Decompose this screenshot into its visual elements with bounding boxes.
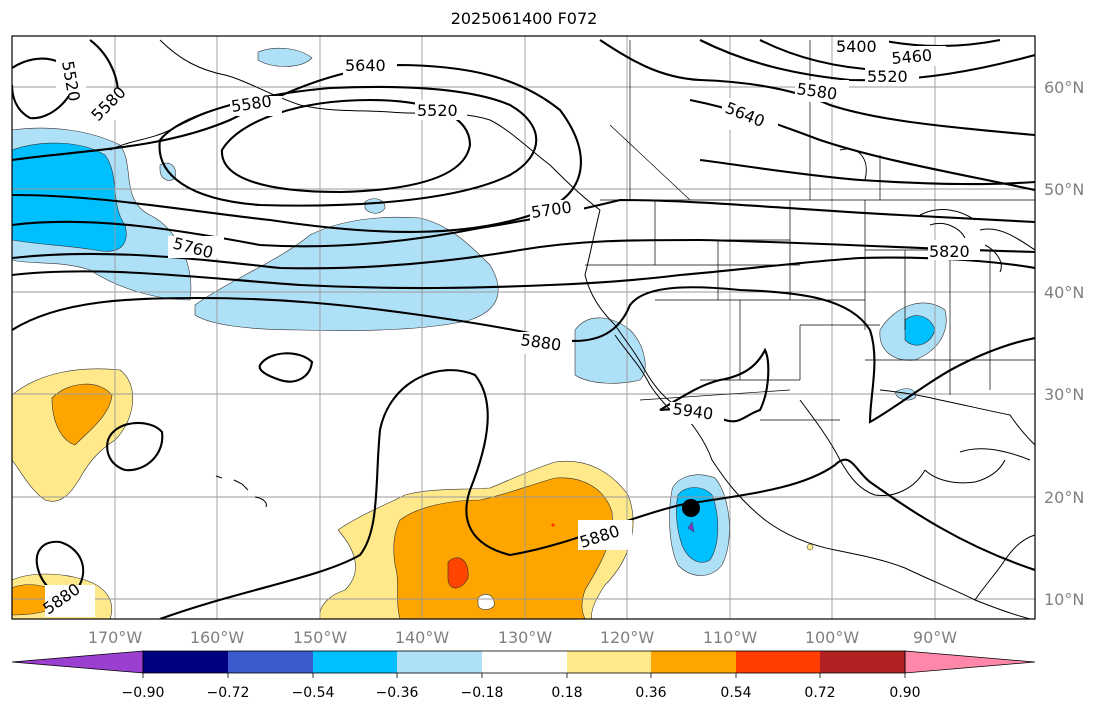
lat-label: 50°N [1044, 180, 1084, 199]
colorbar-tick-label: 0.18 [551, 685, 582, 701]
lon-label: 110°W [703, 628, 758, 647]
state-borders [585, 40, 1035, 421]
colorbar-tick-label: −0.54 [292, 685, 335, 701]
latitude-labels: 60°N 50°N 40°N 30°N 20°N 10°N [1044, 78, 1084, 609]
colorbar-segment [228, 651, 313, 673]
map-title: 2025061400 F072 [450, 9, 598, 28]
lon-label: 130°W [498, 628, 553, 647]
colorbar-tick-label: 0.36 [635, 685, 666, 701]
colorbar-tick-label: 0.90 [889, 685, 920, 701]
colorbar-tick-label: −0.72 [207, 685, 250, 701]
lat-label: 40°N [1044, 283, 1084, 302]
lat-label: 30°N [1044, 385, 1084, 404]
contour-label: 5460 [891, 46, 933, 68]
lat-label: 60°N [1044, 78, 1084, 97]
lon-label: 160°W [190, 628, 245, 647]
map-frame [11, 35, 1036, 620]
colorbar-tick-label: −0.90 [122, 685, 165, 701]
colorbar-segment [397, 651, 482, 673]
contour-label: 5820 [929, 242, 970, 261]
colorbar-tick-label: −0.36 [376, 685, 419, 701]
contour-label: 5400 [836, 37, 877, 56]
colorbar: −0.90 −0.72 −0.54 −0.36 −0.18 0.18 0.36 … [11, 650, 1036, 701]
lon-label: 150°W [293, 628, 348, 647]
lat-label: 20°N [1044, 488, 1084, 507]
colorbar-segment [736, 651, 820, 673]
colorbar-segment [820, 651, 905, 673]
contour-label: 5640 [345, 56, 386, 75]
colorbar-tick-label: 0.54 [720, 685, 751, 701]
graticule [12, 36, 1035, 619]
colorbar-segment [904, 650, 1036, 674]
colorbar-segment [482, 651, 567, 673]
negative-anomaly-region-baja [574, 317, 646, 384]
lon-label: 140°W [395, 628, 450, 647]
contour-label: 5520 [417, 101, 458, 120]
colorbar-segment [11, 650, 144, 674]
height-contours [12, 38, 1035, 619]
contour-labels: 5520 5580 5640 5580 5520 5700 5760 5880 … [39, 36, 980, 618]
lat-label: 10°N [1044, 590, 1084, 609]
colorbar-segment [651, 651, 736, 673]
colorbar-segment [143, 651, 228, 673]
colorbar-segment [567, 651, 651, 673]
lon-label: 120°W [600, 628, 655, 647]
longitude-labels: 170°W 160°W 150°W 140°W 130°W 120°W 110°… [88, 628, 957, 647]
colorbar-segment [313, 651, 397, 673]
lon-label: 170°W [88, 628, 143, 647]
storm-center-marker [682, 499, 700, 517]
colorbar-tick-label: −0.18 [461, 685, 504, 701]
colorbar-tick-label: 0.72 [804, 685, 835, 701]
lon-label: 90°W [913, 628, 957, 647]
contour-label: 5520 [867, 67, 908, 86]
map-plot-area: 5520 5580 5640 5580 5520 5700 5760 5880 … [12, 36, 1035, 619]
lon-label: 100°W [805, 628, 860, 647]
